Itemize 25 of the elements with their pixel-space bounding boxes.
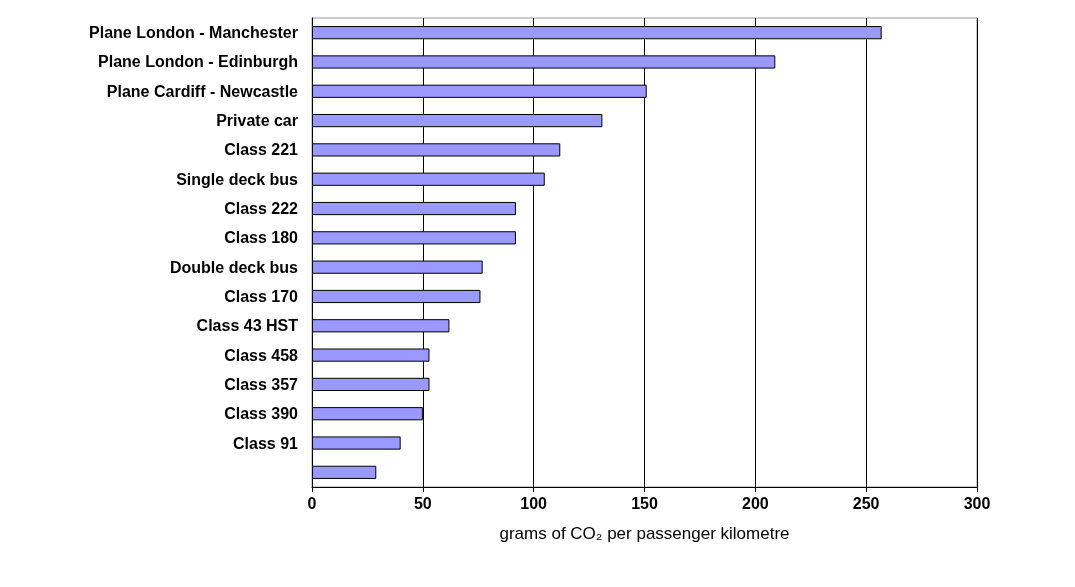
x-tick-label: 50 [413,494,432,512]
x-tick-label: 0 [307,494,317,512]
y-tick-label: Single deck bus [176,170,299,188]
y-tick-label: Class 357 [224,375,299,393]
y-tick-label: Class 91 [233,434,299,452]
x-tick-label: 300 [963,494,991,512]
bar [312,436,401,450]
y-tick-label: Class 180 [224,229,299,247]
y-tick-label: Class 222 [224,200,299,218]
y-tick-label: Class 390 [224,405,299,423]
x-tick-label: 150 [631,494,658,512]
y-tick-label: Class 221 [224,141,299,159]
x-tick-label: 100 [520,494,548,512]
y-tick-label: Class 170 [224,287,299,305]
y-tick-label: Plane Cardiff - Newcastle [106,82,299,100]
y-tick-label: Class 43 HST [196,317,299,335]
y-tick-label: Private car [216,112,298,130]
bar [312,465,377,479]
y-tick-label: Plane London - Edinburgh [98,53,298,71]
x-tick-label: 200 [741,494,769,512]
x-axis-title: grams of CO₂ per passenger kilometre [499,524,790,543]
y-tick-label: Double deck bus [169,258,299,276]
x-tick-label: 250 [852,494,880,512]
y-tick-label: Plane London - Manchester [89,24,298,42]
y-tick-label: Class 458 [224,346,299,364]
